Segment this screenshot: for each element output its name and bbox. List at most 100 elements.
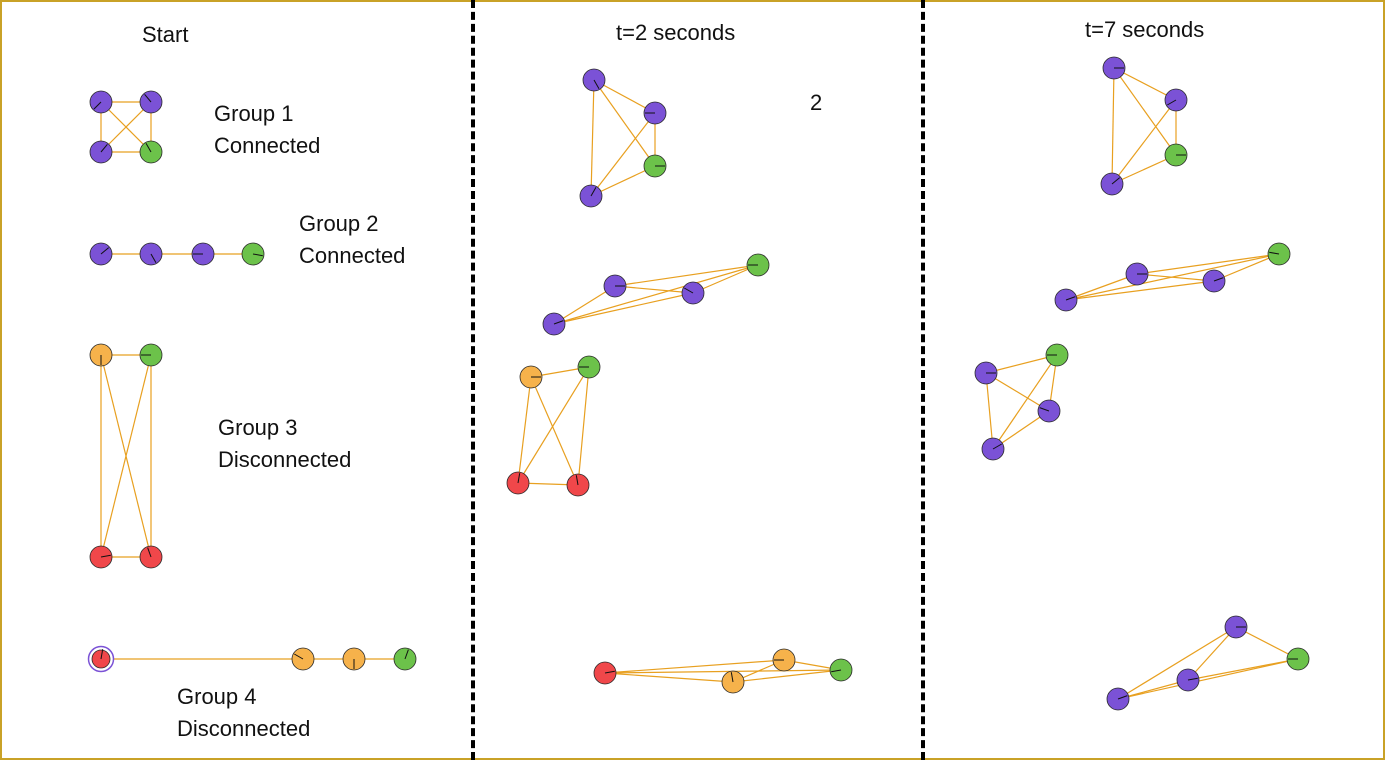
green-node [139, 140, 163, 164]
t2-group-4 [593, 648, 853, 694]
red-node [593, 661, 617, 685]
orange-node [342, 647, 366, 671]
purple-node [1106, 687, 1130, 711]
green-node [746, 253, 770, 277]
edge-line [985, 372, 994, 450]
edge-line [1187, 626, 1237, 681]
heading-tick [553, 320, 564, 325]
heading-tick [590, 187, 597, 197]
heading-tick [100, 554, 111, 558]
red-node [89, 545, 113, 569]
edge-line [992, 354, 1058, 450]
green-node [829, 658, 853, 682]
purple-node [1037, 399, 1061, 423]
group-3-name: Group 3 [218, 415, 298, 440]
edge-line [985, 372, 1050, 412]
edge-line [1213, 253, 1280, 282]
edge-line [604, 659, 785, 674]
purple-node [681, 281, 705, 305]
green-node [1164, 143, 1188, 167]
panel-title-t7: t=7 seconds [1085, 17, 1205, 42]
edge-line [530, 376, 579, 486]
panel-divider [471, 0, 475, 760]
red-node [87, 645, 115, 673]
orange-node [291, 647, 315, 671]
edge-line [692, 264, 759, 294]
start-group-1 [89, 90, 163, 164]
edge-line [1117, 626, 1237, 700]
edge-line [517, 376, 532, 484]
orange-node [721, 670, 745, 694]
group-2-name: Group 2 [299, 211, 379, 236]
purple-node [191, 242, 215, 266]
edge-line [553, 285, 616, 325]
heading-tick [100, 649, 104, 660]
purple-node [1202, 269, 1226, 293]
purple-node [974, 361, 998, 385]
group-3-status: Disconnected [218, 447, 352, 472]
edge-line [590, 79, 595, 197]
edge-line [1111, 67, 1115, 185]
heading-tick [1269, 251, 1280, 255]
heading-tick [1187, 677, 1198, 681]
heading-tick [252, 253, 263, 257]
purple-node [981, 437, 1005, 461]
group-4-status: Disconnected [177, 716, 311, 741]
panel-divider [921, 0, 925, 760]
purple-node [89, 242, 113, 266]
heading-tick [575, 475, 579, 486]
edge-line [577, 366, 590, 486]
edge-line [1117, 658, 1299, 700]
group-1-name: Group 1 [214, 101, 294, 126]
start-group-4 [87, 645, 417, 673]
heading-tick [93, 101, 102, 110]
heading-tick [730, 672, 734, 683]
t2-group-3 [506, 355, 601, 497]
purple-node [1125, 262, 1149, 286]
panel-marker: 2 [810, 90, 823, 115]
heading-tick [294, 653, 304, 660]
edge-line [614, 285, 694, 294]
heading-tick [684, 287, 694, 294]
heading-tick [831, 669, 842, 673]
purple-node [579, 184, 603, 208]
purple-node [139, 90, 163, 114]
panel-title-start: Start [142, 22, 189, 47]
purple-node [89, 140, 113, 164]
edge-line [1113, 67, 1177, 101]
panel-title-t2: t=2 seconds [616, 20, 736, 45]
edge-line [590, 112, 656, 197]
purple-node [139, 242, 163, 266]
edge-line [985, 354, 1058, 374]
heading-tick [100, 247, 110, 255]
group-4-name: Group 4 [177, 684, 257, 709]
t7-group-4 [1106, 615, 1310, 711]
green-node [577, 355, 601, 379]
edge-line [1136, 253, 1280, 275]
group-3-label: Group 3 Disconnected [218, 412, 351, 476]
edge-line [1113, 67, 1177, 156]
edge-line [553, 292, 694, 325]
edge-line [553, 264, 759, 325]
edge-line [1065, 280, 1215, 301]
edge-line [614, 264, 759, 287]
edge-line [1235, 626, 1299, 660]
group-2-status: Connected [299, 243, 406, 268]
edge-line [732, 669, 842, 683]
edge-line [1111, 154, 1177, 185]
red-node [139, 545, 163, 569]
heading-tick [517, 473, 521, 484]
purple-node [1224, 615, 1248, 639]
orange-node [89, 343, 113, 367]
purple-node [1176, 668, 1200, 692]
heading-tick [1167, 99, 1177, 106]
edge-line [590, 165, 656, 197]
heading-tick [1117, 695, 1128, 700]
edge-line [100, 354, 152, 558]
green-node [643, 154, 667, 178]
heading-tick [1065, 296, 1076, 301]
edge-line [604, 669, 842, 674]
heading-tick [147, 547, 152, 558]
orange-node [772, 648, 796, 672]
